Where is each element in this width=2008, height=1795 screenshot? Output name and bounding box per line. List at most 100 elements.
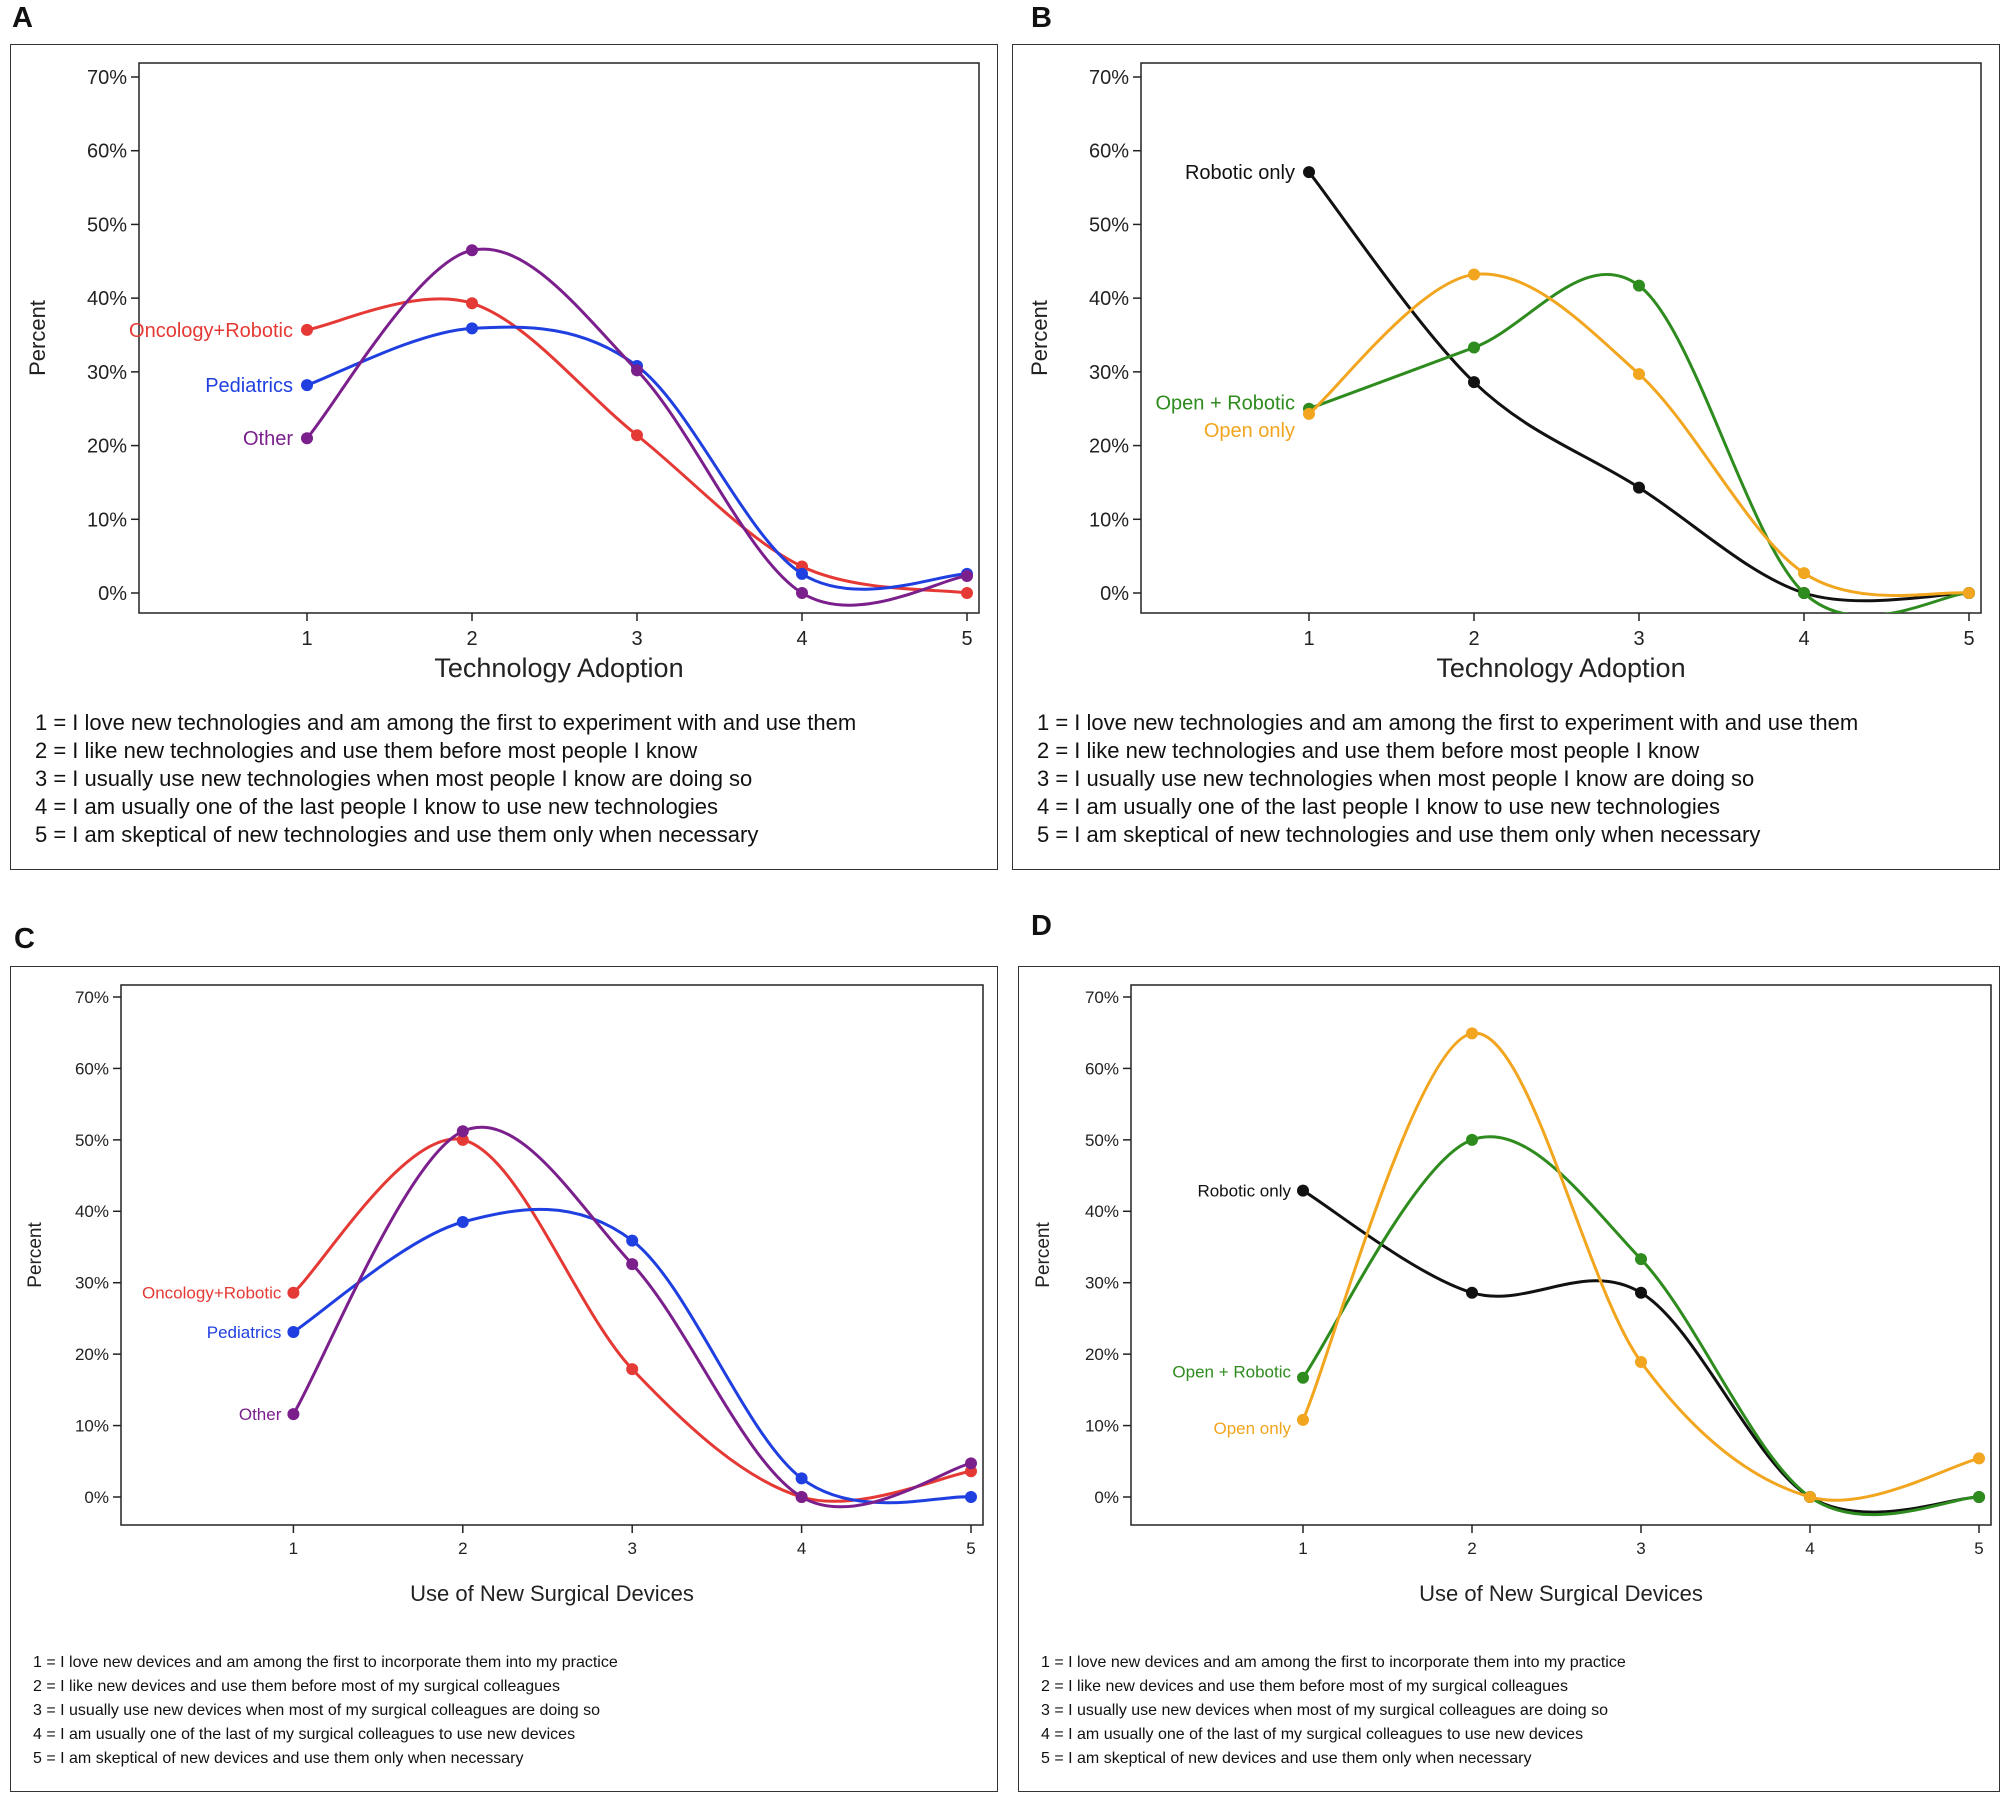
definition-4: 4 = I am usually one of the last of my s… xyxy=(1041,1726,1584,1743)
definition-list-c: 1 = I love new devices and am among the … xyxy=(33,1651,618,1771)
definition-4: 4 = I am usually one of the last of my s… xyxy=(33,1726,576,1743)
x-tick-label: 4 xyxy=(1805,1539,1814,1558)
x-tick-label: 1 xyxy=(289,1539,298,1558)
data-point-other xyxy=(961,570,973,583)
data-point-other xyxy=(456,1125,469,1138)
data-point-pediatrics xyxy=(287,1326,300,1338)
data-point-other xyxy=(965,1457,977,1470)
definition-list-a: 1 = I love new technologies and am among… xyxy=(35,709,856,849)
definition-list-d: 1 = I love new devices and am among the … xyxy=(1041,1651,1626,1771)
data-point-open-robotic xyxy=(1633,279,1645,292)
y-tick-label: 10% xyxy=(75,1417,109,1436)
panel-c: 0% 10% 20% 30% 40% 50% 60% 70% 1 2 3 4 5 Use of New S… xyxy=(10,966,998,1792)
data-point-open-robotic xyxy=(1468,341,1480,354)
y-tick-label: 50% xyxy=(1085,1131,1119,1150)
y-tick-label: 20% xyxy=(1089,436,1129,458)
series-label-open-robotic: Open + Robotic xyxy=(1172,1363,1291,1382)
x-tick-label: 2 xyxy=(466,628,477,650)
y-tick-label: 10% xyxy=(87,509,127,531)
y-tick-label: 30% xyxy=(87,362,127,384)
x-tick-label: 3 xyxy=(1633,628,1644,650)
series-line-open-only xyxy=(1308,272,1970,597)
data-point-open-robotic xyxy=(1635,1253,1647,1266)
y-tick-label: 60% xyxy=(87,141,127,163)
y-tick-label: 50% xyxy=(1089,214,1129,236)
series-line-oncology-robotic xyxy=(292,1137,972,1503)
definition-1: 1 = I love new technologies and am among… xyxy=(35,710,857,735)
series-label-robotic-only: Robotic only xyxy=(1185,162,1295,184)
y-tick-label: 70% xyxy=(1089,67,1129,89)
definition-2: 2 = I like new technologies and use them… xyxy=(35,738,698,763)
chart-c: 0% 10% 20% 30% 40% 50% 60% 70% 1 2 3 4 5 Use of New S… xyxy=(25,984,984,1606)
panel-d: 0% 10% 20% 30% 40% 50% 60% 70% 1 2 3 4 5 Use of New S… xyxy=(1018,966,2000,1792)
definition-3: 3 = I usually use new technologies when … xyxy=(35,766,753,791)
definition-list-b: 1 = I love new technologies and am among… xyxy=(1037,709,1858,849)
data-point-oncology-robotic xyxy=(287,1286,300,1299)
x-tick-label: 5 xyxy=(961,628,972,650)
y-tick-label: 40% xyxy=(87,288,127,310)
x-tick-label: 3 xyxy=(627,1539,636,1558)
data-point-pediatrics xyxy=(965,1491,977,1503)
series-label-oncology-robotic: Oncology+Robotic xyxy=(129,320,293,342)
series-line-other xyxy=(305,247,968,607)
chart-a: 0% 10% 20% 30% 40% 50% 60% 70% 1 2 3 4 5 Technology A… xyxy=(25,62,980,683)
y-tick-label: 20% xyxy=(87,436,127,458)
data-point-open-only xyxy=(1297,1413,1309,1426)
plot-area xyxy=(1140,62,1982,614)
data-point-oncology-robotic xyxy=(631,429,643,442)
y-axis-label: Percent xyxy=(25,300,50,376)
series-label-pediatrics: Pediatrics xyxy=(207,1323,282,1342)
y-tick-label: 0% xyxy=(84,1488,109,1507)
data-point-open-robotic xyxy=(1297,1371,1309,1384)
data-point-open-robotic xyxy=(1973,1491,1985,1503)
definition-5: 5 = I am skeptical of new devices and us… xyxy=(1041,1750,1532,1767)
y-tick-label: 30% xyxy=(1089,362,1129,384)
y-tick-label: 70% xyxy=(75,988,109,1007)
y-axis-label: Percent xyxy=(1027,300,1052,376)
data-point-robotic-only xyxy=(1635,1286,1647,1299)
y-tick-label: 60% xyxy=(1089,141,1129,163)
series-line-other xyxy=(292,1125,972,1509)
y-tick-label: 60% xyxy=(1085,1059,1119,1078)
data-point-pediatrics xyxy=(796,567,808,580)
series-line-open-robotic xyxy=(1301,1135,1980,1517)
definition-4: 4 = I am usually one of the last people … xyxy=(35,794,719,819)
panel-letter-c: C xyxy=(14,923,35,955)
series-label-open-only: Open only xyxy=(1204,420,1295,442)
data-point-oncology-robotic xyxy=(626,1363,639,1376)
definition-2: 2 = I like new devices and use them befo… xyxy=(33,1678,560,1695)
x-tick-label: 5 xyxy=(966,1539,975,1558)
panel-letter-d: D xyxy=(1031,910,1052,942)
data-point-open-only xyxy=(1804,1491,1816,1503)
y-tick-label: 30% xyxy=(75,1274,109,1293)
series-label-open-only: Open only xyxy=(1214,1419,1292,1438)
y-tick-label: 0% xyxy=(98,583,127,605)
y-tick-label: 0% xyxy=(1100,583,1129,605)
series-label-pediatrics: Pediatrics xyxy=(205,375,293,397)
series-label-other: Other xyxy=(239,1405,282,1424)
data-point-oncology-robotic xyxy=(466,297,478,310)
y-tick-label: 40% xyxy=(1089,288,1129,310)
data-point-pediatrics xyxy=(301,379,313,392)
data-point-other xyxy=(466,244,478,257)
x-tick-label: 2 xyxy=(458,1539,467,1558)
definition-2: 2 = I like new devices and use them befo… xyxy=(1041,1678,1568,1695)
data-point-other xyxy=(796,587,808,599)
definition-3: 3 = I usually use new devices when most … xyxy=(33,1702,600,1719)
data-point-open-only xyxy=(1973,1452,1985,1465)
x-axis-label: Technology Adoption xyxy=(434,653,683,683)
plot-area xyxy=(138,62,980,614)
y-tick-label: 10% xyxy=(1089,509,1129,531)
data-point-pediatrics xyxy=(466,322,478,335)
data-point-open-robotic xyxy=(1798,587,1810,599)
y-tick-label: 10% xyxy=(1085,1417,1119,1436)
y-tick-label: 70% xyxy=(1085,988,1119,1007)
y-tick-label: 60% xyxy=(75,1059,109,1078)
y-axis-label: Percent xyxy=(25,1222,46,1288)
y-tick-label: 30% xyxy=(1085,1274,1119,1293)
panel-a: 0% 10% 20% 30% 40% 50% 60% 70% 1 2 3 4 5 Technology A… xyxy=(10,44,998,870)
data-point-pediatrics xyxy=(626,1234,639,1247)
y-tick-label: 20% xyxy=(75,1345,109,1364)
series-line-robotic-only xyxy=(1302,1189,1980,1514)
chart-b: 0% 10% 20% 30% 40% 50% 60% 70% 1 2 3 4 5 Technology A… xyxy=(1027,62,1982,683)
